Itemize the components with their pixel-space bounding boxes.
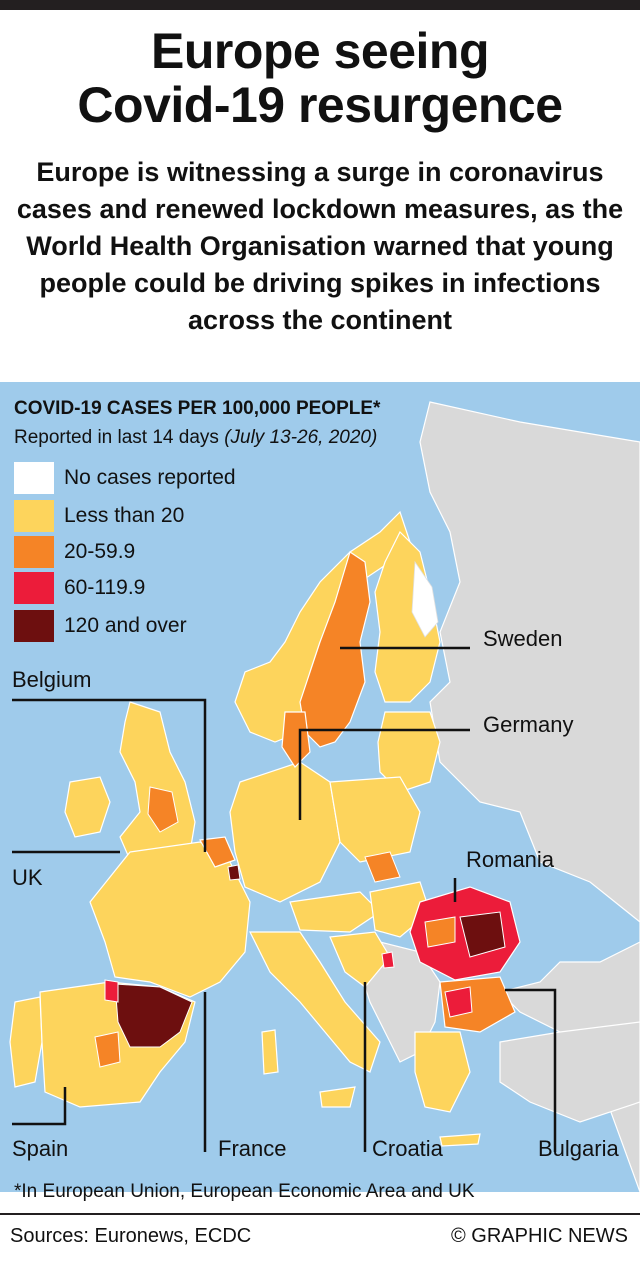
germany-leader [298,728,470,820]
sources-text: Sources: Euronews, ECDC [10,1225,252,1247]
title-line-1: Europe seeing [150,23,490,79]
bulgaria-red-region [444,986,473,1018]
uk-orange-region [147,786,179,833]
legend-subtitle-plain: Reported in last 14 days [14,427,225,448]
legend-item-120-over: 120 and over [14,610,187,642]
label-france: France [218,1136,287,1161]
leader-lines [12,646,557,1152]
footer-divider [0,1213,640,1215]
crete-land [439,1133,481,1147]
label-uk: UK [12,865,43,890]
label-spain: Spain [12,1136,69,1161]
page-subtitle: Europe is witnessing a surge in coronavi… [16,157,624,335]
sardinia-land [261,1029,279,1075]
credit-text: © GRAPHIC NEWS [451,1225,628,1247]
croatia-red-region [381,951,395,969]
spain-orange-region [94,1031,121,1068]
label-sweden: Sweden [483,626,563,651]
germany-land [229,761,341,903]
turkey-land [499,1021,640,1123]
romania-orange-region [424,916,456,948]
bulgaria-leader [505,988,557,1152]
belgium-leader [12,698,207,852]
legend-item-20-59: 20-59.9 [14,536,135,568]
belgium-land [199,836,236,868]
legend-title: COVID-19 CASES PER 100,000 PEOPLE* [14,398,381,419]
legend-item-60-119: 60-119.9 [14,572,145,604]
portugal-land [9,996,43,1088]
czech-orange-region [364,851,401,883]
legend-label: No cases reported [64,466,236,489]
greece-land [414,1031,471,1113]
legend-label: 60-119.9 [64,576,146,599]
legend-swatch [14,536,54,568]
footnote: *In European Union, European Economic Ar… [14,1181,475,1202]
label-germany: Germany [483,712,574,737]
romania-dark-region [459,911,506,958]
legend-swatch [14,500,54,532]
legend-label: 120 and over [64,614,187,637]
sicily-land [319,1086,356,1108]
legend-item-no-cases: No cases reported [14,462,236,494]
label-bulgaria: Bulgaria [538,1136,619,1161]
legend-swatch [14,610,54,642]
legend-subtitle-dates: (July 13-26, 2020) [224,427,378,448]
legend-label: 20-59.9 [64,540,136,563]
poland-land [329,776,421,863]
label-romania: Romania [466,847,555,872]
legend-swatch [14,462,54,494]
legend-item-less-than-20: Less than 20 [14,500,184,532]
legend-label: Less than 20 [64,504,185,527]
spain-leader [12,1087,67,1126]
label-croatia: Croatia [372,1136,443,1161]
italy-land [249,931,381,1073]
sweden-land [299,551,371,748]
france-land [89,841,251,998]
legend-subtitle: Reported in last 14 days (July 13-26, 20… [14,427,377,449]
spain-catalonia-aragon [114,983,193,1048]
baltics-land [377,711,441,793]
label-belgium: Belgium [12,667,92,692]
luxembourg-land [227,864,241,881]
europe-map [0,382,640,1192]
austria-land [289,891,381,933]
spain-navarre [104,979,119,1003]
legend-swatch [14,572,54,604]
croatia-land [329,931,391,988]
ireland-land [64,776,111,838]
top-bar [0,0,640,10]
finland-north-white [411,560,439,638]
page-title: Europe seeing Covid-19 resurgence [0,24,640,132]
title-line-2: Covid-19 resurgence [77,77,563,133]
denmark-land [281,711,311,768]
map-svg [9,401,640,1192]
uk-land [119,701,196,863]
